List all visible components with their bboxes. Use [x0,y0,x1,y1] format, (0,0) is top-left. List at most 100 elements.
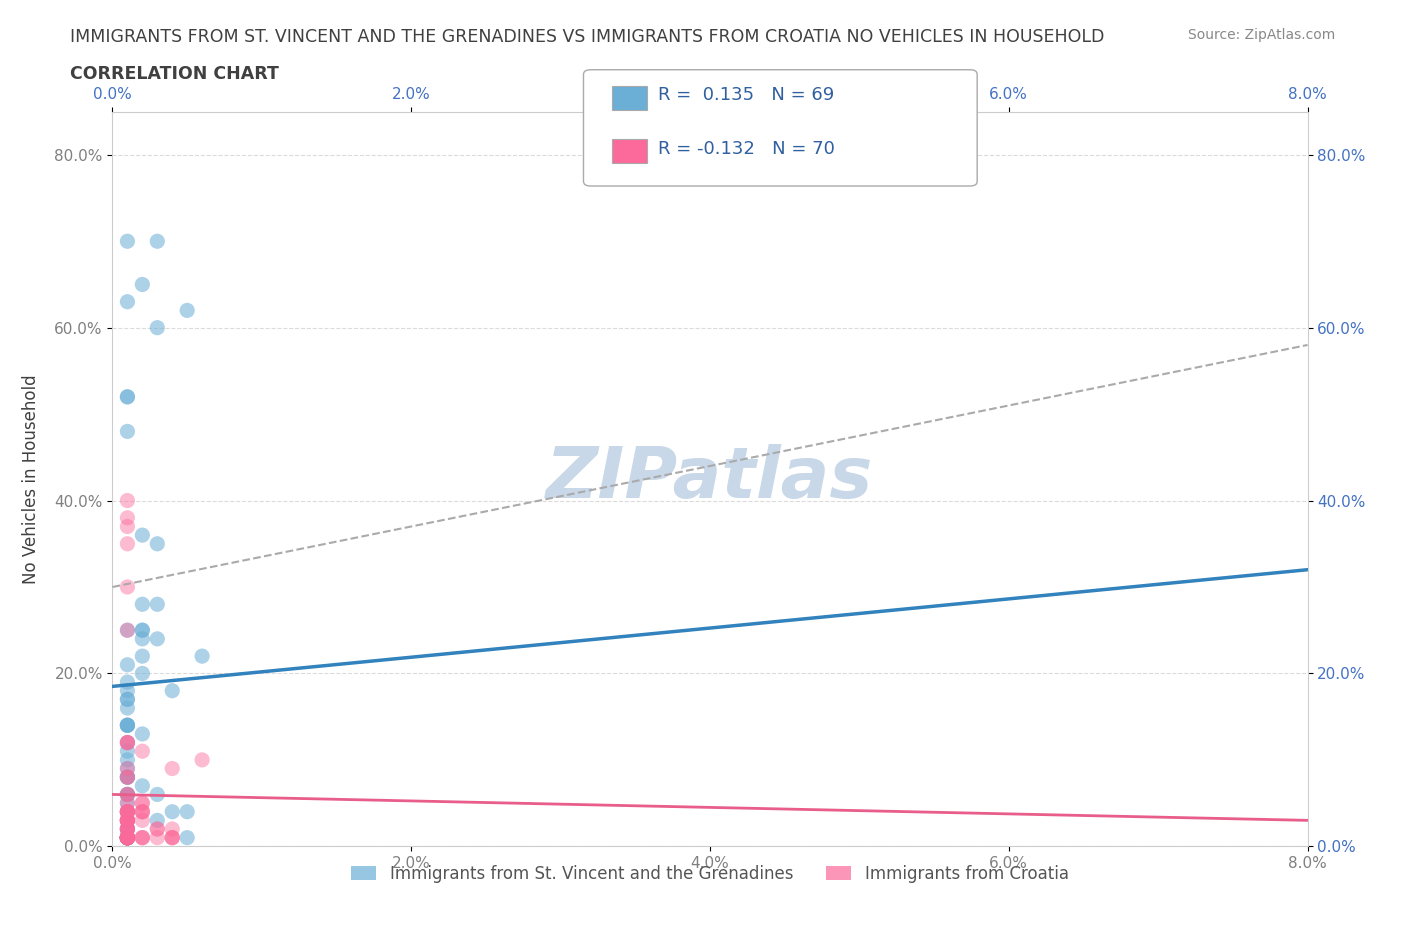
Point [117,787,139,802]
Point [117,813,139,828]
Point [146,320,169,335]
Text: R = -0.132   N = 70: R = -0.132 N = 70 [658,140,835,158]
Text: IMMIGRANTS FROM ST. VINCENT AND THE GRENADINES VS IMMIGRANTS FROM CROATIA NO VEH: IMMIGRANTS FROM ST. VINCENT AND THE GREN… [70,28,1105,46]
Point [117,744,139,759]
Point [117,804,139,819]
Point [117,830,139,845]
Point [117,692,139,707]
Point [117,830,139,845]
Point [117,718,139,733]
Point [117,830,139,845]
Point [117,830,139,845]
Point [117,233,139,248]
Point [117,804,139,819]
Legend: Immigrants from St. Vincent and the Grenadines, Immigrants from Croatia: Immigrants from St. Vincent and the Gren… [344,858,1076,889]
Point [131,277,153,292]
Point [131,804,153,819]
Point [131,623,153,638]
Point [117,770,139,785]
Point [117,796,139,811]
Point [162,821,183,836]
Point [117,718,139,733]
Point [117,735,139,750]
Text: ZIPatlas: ZIPatlas [547,445,873,513]
Point [117,830,139,845]
Point [162,830,183,845]
Point [131,830,153,845]
Point [117,735,139,750]
Point [117,813,139,828]
Point [117,735,139,750]
Point [117,830,139,845]
Point [131,804,153,819]
Point [146,821,169,836]
Point [117,804,139,819]
Point [131,744,153,759]
Point [117,787,139,802]
Point [117,813,139,828]
Point [117,821,139,836]
Point [131,649,153,664]
Point [117,830,139,845]
Point [117,623,139,638]
Point [117,718,139,733]
Point [117,830,139,845]
Point [131,597,153,612]
Point [117,830,139,845]
Point [131,631,153,646]
Point [117,830,139,845]
Point [117,830,139,845]
Point [176,830,198,845]
Point [117,692,139,707]
Point [117,830,139,845]
Point [117,787,139,802]
Point [162,684,183,698]
Point [117,830,139,845]
Point [117,519,139,534]
Point [117,658,139,672]
Point [117,787,139,802]
Point [131,726,153,741]
Point [117,796,139,811]
Point [117,294,139,309]
Point [162,830,183,845]
Point [146,233,169,248]
Point [117,752,139,767]
Point [117,821,139,836]
Point [117,804,139,819]
Point [117,830,139,845]
Point [117,787,139,802]
Point [117,813,139,828]
Point [117,700,139,715]
Point [117,830,139,845]
Point [117,390,139,405]
Point [117,830,139,845]
Point [117,537,139,551]
Point [117,579,139,594]
Point [117,770,139,785]
Point [117,830,139,845]
Point [162,761,183,776]
Point [117,830,139,845]
Point [117,830,139,845]
Point [131,527,153,542]
Point [131,778,153,793]
Point [131,830,153,845]
Point [146,821,169,836]
Point [131,796,153,811]
Point [117,821,139,836]
Point [117,735,139,750]
Point [117,813,139,828]
Point [146,631,169,646]
Point [117,813,139,828]
Point [146,813,169,828]
Point [117,761,139,776]
Point [162,804,183,819]
Point [117,813,139,828]
Point [117,623,139,638]
Point [131,813,153,828]
Point [117,821,139,836]
Point [117,830,139,845]
Point [117,804,139,819]
Point [131,666,153,681]
